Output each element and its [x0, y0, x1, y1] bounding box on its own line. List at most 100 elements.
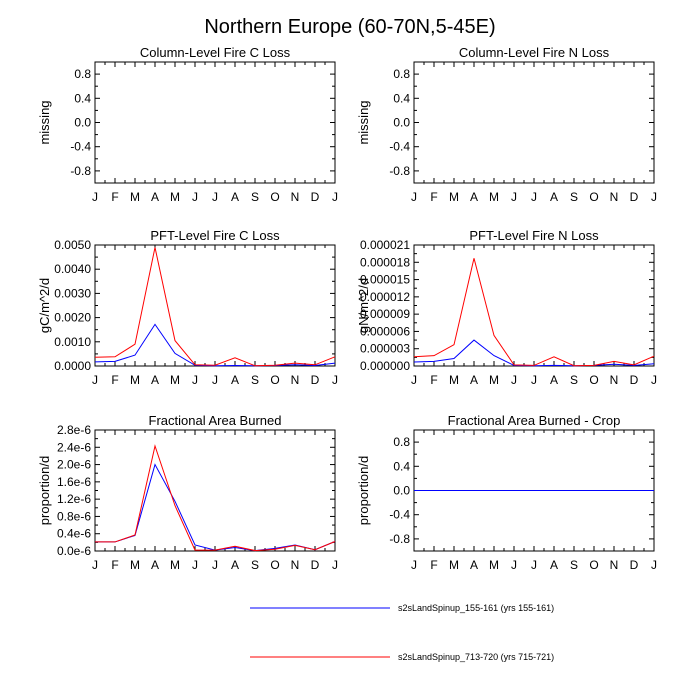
x-tick-label: A — [151, 373, 159, 387]
x-tick-label: F — [430, 373, 437, 387]
x-tick-label: M — [170, 558, 180, 572]
x-tick-label: J — [511, 373, 517, 387]
x-tick-label: J — [192, 373, 198, 387]
x-tick-label: D — [630, 558, 639, 572]
y-tick-label: 0.0000 — [54, 359, 91, 373]
panel-title: Fractional Area Burned — [149, 413, 282, 428]
figure-title: Northern Europe (60-70N,5-45E) — [204, 16, 495, 38]
y-tick-label: -0.8 — [389, 164, 410, 178]
y-tick-label: 0.0 — [393, 116, 410, 130]
x-tick-label: N — [291, 190, 300, 204]
plot-frame — [94, 61, 336, 184]
x-tick-label: F — [111, 190, 118, 204]
y-axis-label: proportion/d — [356, 456, 371, 525]
x-tick-label: J — [332, 558, 338, 572]
y-tick-label: 0.0030 — [54, 286, 91, 300]
panel-title: Fractional Area Burned - Crop — [448, 413, 621, 428]
legend-label-red: s2sLandSpinup_713-720 (yrs 715-721) — [398, 652, 554, 662]
x-tick-label: S — [251, 373, 259, 387]
x-tick-label: M — [449, 558, 459, 572]
x-tick-label: S — [251, 558, 259, 572]
plot-frame — [94, 244, 336, 367]
x-tick-label: J — [212, 190, 218, 204]
y-tick-label: 0.000012 — [360, 290, 410, 304]
x-tick-label: J — [511, 190, 517, 204]
plot-frame — [413, 61, 655, 184]
y-tick-label: 0.000009 — [360, 307, 410, 321]
series-line-2 — [413, 258, 655, 367]
x-tick-label: N — [291, 558, 300, 572]
x-tick-label: D — [630, 190, 639, 204]
y-tick-label: 0.0 — [74, 116, 91, 130]
y-axis-label: missing — [37, 100, 52, 144]
x-tick-label: A — [151, 558, 159, 572]
x-tick-label: A — [231, 373, 239, 387]
y-tick-label: 1.6e-6 — [57, 475, 91, 489]
y-axis-label: proportion/d — [37, 456, 52, 525]
x-tick-label: J — [332, 190, 338, 204]
y-tick-label: 0.000000 — [360, 359, 410, 373]
y-tick-label: -0.4 — [389, 140, 410, 154]
x-tick-label: J — [651, 558, 657, 572]
x-tick-label: A — [550, 558, 558, 572]
y-tick-label: 0.0050 — [54, 238, 91, 252]
x-tick-label: A — [470, 190, 478, 204]
x-tick-label: M — [449, 190, 459, 204]
x-tick-label: J — [511, 558, 517, 572]
x-tick-label: J — [92, 558, 98, 572]
x-tick-label: F — [430, 558, 437, 572]
x-tick-label: J — [212, 373, 218, 387]
x-tick-label: O — [589, 373, 598, 387]
y-tick-label: 0.4 — [393, 459, 410, 473]
y-tick-label: 0.000018 — [360, 255, 410, 269]
y-tick-label: 0.8 — [74, 67, 91, 81]
x-tick-label: F — [430, 190, 437, 204]
x-tick-label: D — [311, 558, 320, 572]
x-tick-label: O — [270, 373, 279, 387]
y-tick-label: 0.0 — [393, 484, 410, 498]
x-tick-label: O — [589, 190, 598, 204]
x-tick-label: A — [151, 190, 159, 204]
series-line-2 — [95, 444, 336, 552]
y-axis-label: gN/m^2/d — [356, 278, 371, 333]
panel-title: PFT-Level Fire N Loss — [469, 228, 599, 243]
y-tick-label: -0.8 — [70, 164, 91, 178]
x-tick-label: M — [130, 373, 140, 387]
x-tick-label: M — [489, 190, 499, 204]
x-tick-label: M — [489, 558, 499, 572]
x-tick-label: J — [411, 373, 417, 387]
x-tick-label: M — [130, 190, 140, 204]
x-tick-label: O — [589, 558, 598, 572]
y-tick-label: 0.8 — [393, 435, 410, 449]
series-line-1 — [94, 323, 336, 367]
y-tick-label: 2.0e-6 — [57, 458, 91, 472]
x-tick-label: J — [531, 373, 537, 387]
x-tick-label: J — [651, 373, 657, 387]
x-tick-label: N — [291, 373, 300, 387]
x-tick-label: S — [570, 190, 578, 204]
x-tick-label: J — [411, 190, 417, 204]
y-tick-label: 0.000015 — [360, 273, 410, 287]
y-tick-label: 2.4e-6 — [57, 440, 91, 454]
x-tick-label: A — [231, 558, 239, 572]
y-tick-label: 0.4 — [393, 91, 410, 105]
x-tick-label: F — [111, 373, 118, 387]
x-tick-label: M — [449, 373, 459, 387]
x-tick-label: M — [489, 373, 499, 387]
x-tick-label: J — [651, 190, 657, 204]
x-tick-label: J — [192, 558, 198, 572]
plot-frame — [413, 244, 655, 367]
x-tick-label: J — [531, 558, 537, 572]
x-tick-label: D — [311, 373, 320, 387]
panel-title: Column-Level Fire N Loss — [459, 45, 610, 60]
y-tick-label: 0.8 — [393, 67, 410, 81]
x-tick-label: J — [212, 558, 218, 572]
y-tick-label: -0.8 — [389, 532, 410, 546]
panel-6: Fractional Area Burned - Crop proportion/… — [356, 413, 657, 572]
panel-title: PFT-Level Fire C Loss — [150, 228, 280, 243]
x-tick-label: D — [630, 373, 639, 387]
x-tick-label: J — [332, 373, 338, 387]
